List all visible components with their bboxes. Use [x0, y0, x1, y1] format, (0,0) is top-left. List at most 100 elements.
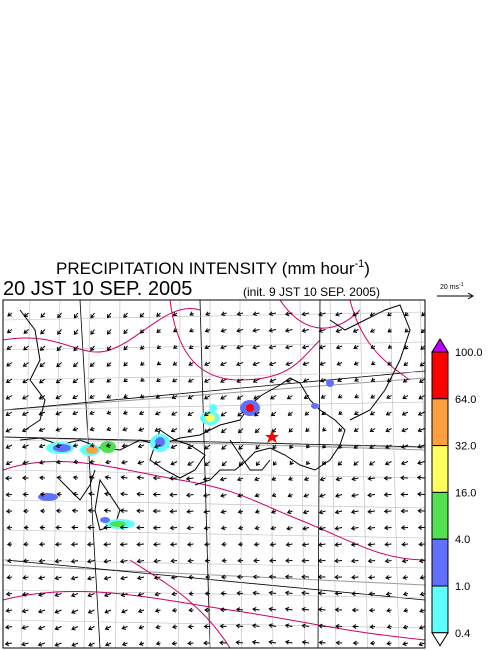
wind-arrow: [23, 525, 29, 530]
wind-arrow: [90, 345, 95, 352]
wind-arrow: [37, 608, 46, 614]
graticule: [115, 300, 121, 648]
wind-arrow: [383, 508, 392, 514]
wind-arrow: [205, 311, 211, 316]
wind-arrow: [354, 394, 359, 399]
wind-arrow: [369, 624, 376, 630]
wind-arrow: [351, 591, 359, 597]
wind-arrow: [387, 344, 393, 349]
wind-arrow: [22, 395, 29, 400]
wind-arrow: [87, 625, 95, 631]
wind-arrow: [170, 558, 178, 564]
wind-arrow: [103, 541, 112, 547]
wind-arrow: [5, 460, 13, 466]
wind-arrow: [155, 394, 161, 399]
wind-arrow: [21, 427, 29, 433]
wind-arrow: [301, 558, 310, 564]
wind-arrow: [57, 312, 62, 319]
wind-arrow: [103, 575, 112, 581]
wind-arrow: [319, 361, 326, 366]
graticule: [3, 377, 425, 411]
wind-arrow: [38, 395, 46, 400]
wind-arrow: [284, 623, 293, 629]
wind-arrow: [89, 426, 95, 432]
wind-arrow: [350, 558, 359, 564]
wind-arrow: [335, 476, 343, 482]
wind-arrow: [404, 328, 409, 333]
precip-patch: [155, 437, 165, 447]
wind-arrow: [55, 378, 62, 384]
wind-arrow: [302, 509, 310, 515]
wind-arrow: [172, 624, 178, 630]
wind-arrow: [322, 427, 327, 432]
wind-arrow: [139, 329, 145, 334]
wind-arrow: [401, 411, 409, 416]
wind-arrow: [22, 558, 29, 564]
wind-arrow: [421, 312, 425, 317]
wind-arrow: [203, 395, 211, 400]
wind-arrow: [138, 625, 145, 630]
wind-arrow: [187, 461, 194, 466]
wind-arrow: [417, 460, 425, 466]
wind-arrow: [169, 508, 178, 514]
wind-arrow: [420, 328, 425, 334]
wind-arrow: [23, 508, 29, 514]
wind-arrow: [221, 541, 227, 547]
wind-arrow: [336, 361, 343, 366]
wind-arrow: [301, 640, 310, 645]
wind-arrow: [5, 508, 13, 514]
wind-arrow: [268, 311, 277, 317]
wind-arrow: [334, 558, 343, 564]
wind-arrow: [236, 476, 244, 482]
wind-arrow: [106, 394, 112, 399]
wind-arrow: [252, 574, 260, 580]
wind-arrow: [105, 443, 112, 448]
wind-arrow: [317, 542, 326, 547]
wind-arrow: [385, 591, 392, 597]
wind-arrow: [22, 460, 29, 465]
wind-arrow: [39, 362, 46, 368]
wind-arrow: [6, 541, 13, 547]
wind-arrow: [21, 625, 29, 630]
wind-arrow: [418, 625, 425, 630]
wind-arrow: [119, 508, 128, 514]
wind-arrow: [367, 492, 376, 498]
wind-arrow: [203, 509, 211, 515]
wind-arrow: [235, 623, 244, 629]
wind-arrow: [403, 361, 409, 366]
wind-arrow: [204, 558, 211, 564]
wind-arrow: [5, 395, 13, 400]
contour: [279, 300, 361, 329]
wind-arrow: [187, 558, 194, 564]
wind-arrow: [354, 377, 359, 382]
wind-arrow: [236, 395, 244, 400]
wind-arrow: [103, 525, 112, 530]
vector-scale-text: 20 ms: [440, 284, 460, 291]
wind-arrow: [220, 378, 227, 383]
wind-arrow: [104, 609, 112, 614]
wind-arrow: [56, 475, 62, 481]
wind-arrow: [401, 444, 409, 449]
wind-arrow: [369, 640, 376, 646]
wind-arrow: [253, 395, 260, 400]
precip-patch: [311, 403, 319, 409]
wind-arrow: [302, 525, 310, 531]
wind-arrow: [138, 427, 145, 432]
wind-arrow: [204, 428, 211, 433]
wind-arrow: [220, 328, 227, 333]
wind-arrow: [123, 378, 128, 383]
wind-arrow: [335, 493, 343, 498]
contour: [3, 307, 201, 353]
wind-arrow: [236, 344, 244, 350]
wind-arrow: [220, 493, 227, 498]
wind-arrow: [123, 394, 128, 399]
wind-arrow: [55, 395, 62, 400]
wind-arrow: [204, 461, 211, 466]
wind-arrow: [204, 591, 211, 596]
wind-arrow: [106, 426, 112, 432]
wind-arrow: [369, 444, 376, 449]
wind-arrow: [156, 312, 161, 317]
wind-arrow: [204, 607, 211, 613]
wind-arrow: [119, 558, 128, 564]
wind-arrow: [319, 378, 326, 383]
